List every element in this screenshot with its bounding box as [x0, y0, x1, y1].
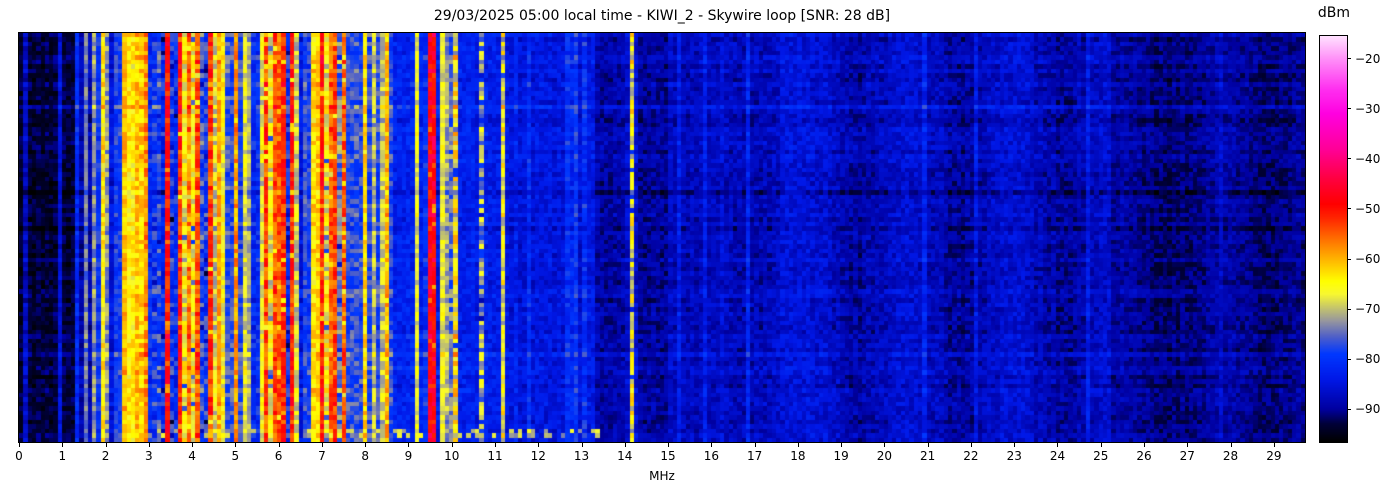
- x-tick-label: 25: [1093, 449, 1109, 463]
- x-tick-label: 18: [790, 449, 806, 463]
- x-tick-mark: [841, 443, 843, 447]
- x-tick-mark: [797, 443, 799, 447]
- x-tick-mark: [19, 443, 20, 447]
- x-tick-label: 24: [1049, 449, 1066, 463]
- spectrogram-canvas: [19, 33, 1305, 442]
- x-tick-label: 14: [617, 449, 633, 463]
- x-tick-label: 21: [920, 449, 936, 463]
- x-tick-mark: [927, 443, 929, 447]
- x-tick-label: 19: [833, 449, 849, 463]
- x-tick-mark: [884, 443, 886, 447]
- x-tick-mark: [235, 443, 237, 447]
- x-tick-mark: [668, 443, 670, 447]
- x-tick-label: 2: [101, 449, 110, 463]
- x-tick-mark: [62, 443, 64, 447]
- x-tick-label: 13: [573, 449, 590, 463]
- x-tick-label: 15: [660, 449, 676, 463]
- colorbar-tick-label: −70: [1355, 302, 1381, 317]
- x-tick-mark: [970, 443, 972, 447]
- x-tick-label: 26: [1136, 449, 1152, 463]
- x-tick-mark: [1187, 443, 1189, 447]
- x-tick-label: 29: [1266, 449, 1282, 463]
- x-tick-mark: [754, 443, 756, 447]
- x-tick-label: 27: [1179, 449, 1195, 463]
- x-tick-mark: [1014, 443, 1016, 447]
- x-tick-label: 6: [274, 449, 283, 463]
- x-tick-mark: [624, 443, 626, 447]
- colorbar: [1319, 35, 1348, 443]
- x-tick-label: 22: [963, 449, 979, 463]
- x-tick-label: 7: [318, 449, 326, 463]
- colorbar-unit-label: dBm: [1317, 5, 1351, 21]
- x-tick-mark: [1100, 443, 1102, 447]
- x-tick-label: 3: [144, 449, 153, 463]
- x-tick-label: 4: [188, 449, 196, 463]
- colorbar-tick-mark: [1347, 158, 1351, 160]
- colorbar-tick-label: −50: [1355, 201, 1381, 216]
- x-axis-label: MHz: [649, 469, 675, 483]
- x-tick-mark: [365, 443, 367, 447]
- x-tick-label: 9: [404, 449, 413, 463]
- x-tick-mark: [148, 443, 150, 447]
- x-tick-mark: [451, 443, 453, 447]
- colorbar-tick-mark: [1347, 258, 1351, 260]
- colorbar-tick-label: −30: [1355, 101, 1381, 116]
- x-tick-label: 12: [530, 449, 546, 463]
- x-tick-mark: [494, 443, 496, 447]
- colorbar-tick-label: −80: [1355, 352, 1381, 367]
- x-tick-label: 0: [15, 449, 23, 463]
- x-tick-label: 1: [58, 449, 67, 463]
- x-tick-mark: [192, 443, 194, 447]
- colorbar-tick-mark: [1347, 108, 1351, 110]
- x-tick-label: 20: [876, 449, 893, 463]
- x-tick-label: 23: [1006, 449, 1022, 463]
- x-tick-mark: [538, 443, 540, 447]
- x-tick-label: 28: [1222, 449, 1239, 463]
- colorbar-tick-mark: [1347, 58, 1351, 60]
- x-tick-label: 11: [487, 449, 503, 463]
- x-tick-mark: [1230, 443, 1232, 447]
- x-tick-mark: [321, 443, 323, 447]
- colorbar-tick-label: −40: [1355, 151, 1381, 166]
- colorbar-gradient-canvas: [1320, 36, 1347, 442]
- x-tick-label: 17: [746, 449, 763, 463]
- colorbar-tick-mark: [1347, 408, 1351, 410]
- x-tick-mark: [278, 443, 280, 447]
- x-tick-label: 5: [231, 449, 240, 463]
- x-tick-mark: [1057, 443, 1059, 447]
- colorbar-tick-label: −60: [1355, 252, 1381, 267]
- colorbar-tick-mark: [1347, 358, 1351, 360]
- x-tick-mark: [1273, 443, 1275, 447]
- x-tick-label: 8: [361, 449, 369, 463]
- colorbar-tick-mark: [1347, 308, 1351, 310]
- spectrogram-plot-area: [18, 32, 1306, 443]
- chart-title: 29/03/2025 05:00 local time - KIWI_2 - S…: [433, 8, 891, 24]
- colorbar-tick-label: −90: [1355, 402, 1381, 417]
- x-tick-mark: [711, 443, 713, 447]
- x-tick-mark: [408, 443, 410, 447]
- colorbar-tick-label: −20: [1355, 51, 1381, 66]
- colorbar-tick-mark: [1347, 208, 1351, 210]
- x-tick-label: 16: [703, 449, 719, 463]
- x-tick-mark: [105, 443, 107, 447]
- x-tick-label: 10: [444, 449, 460, 463]
- x-tick-mark: [581, 443, 583, 447]
- x-tick-mark: [1144, 443, 1146, 447]
